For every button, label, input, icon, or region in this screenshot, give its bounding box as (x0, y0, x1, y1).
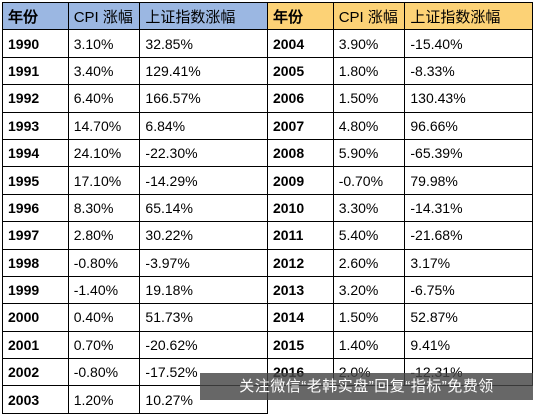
left-cpi-cell: 8.30% (67, 193, 141, 223)
right-year-cell: 2007 (266, 111, 334, 140)
left-cpi-cell: 17.10% (67, 166, 141, 195)
left-cpi-cell: 0.70% (67, 330, 141, 360)
table-row: 1993 14.70% 6.84% 2007 4.80% 96.66% (2, 111, 533, 140)
right-cpi-cell: 1.80% (332, 56, 406, 86)
right-index-cell: -21.68% (404, 221, 533, 250)
right-index-cell: -65.39% (404, 138, 533, 168)
left-year-cell: 1991 (2, 56, 69, 86)
header-year-left: 年份 (2, 1, 69, 31)
right-cpi-cell: 3.90% (332, 29, 406, 58)
header-row: 年份 CPI 涨幅 上证指数涨幅 年份 CPI 涨幅 上证指数涨幅 (2, 1, 533, 31)
left-cpi-cell: 3.10% (67, 29, 141, 58)
left-cpi-cell: 14.70% (67, 111, 141, 140)
right-year-cell: 2011 (266, 221, 334, 250)
table-row: 2002-0.80%-17.52%20162.0%-12.31% (2, 358, 533, 387)
table-row: 1997 2.80% 30.22% 2011 5.40% -21.68% (2, 221, 533, 250)
table-row: 1994 24.10% -22.30% 2008 5.90% -65.39% (2, 138, 533, 168)
table-row: 2000 0.40% 51.73% 2014 1.50% 52.87% (2, 303, 533, 332)
left-index-cell: -22.30% (139, 138, 268, 168)
right-cpi-cell: 1.50% (332, 84, 406, 113)
left-index-cell: 6.84% (139, 111, 268, 140)
left-year-cell: 1996 (2, 193, 69, 223)
left-year-cell: 1999 (2, 275, 69, 305)
left-cpi-cell: 2.80% (67, 221, 141, 250)
left-cpi-cell: 24.10% (67, 138, 141, 168)
header-cpi-left: CPI 涨幅 (67, 1, 141, 31)
left-year-cell: 1990 (2, 29, 69, 58)
left-index-cell: -3.97% (139, 248, 268, 277)
right-year-cell: 2005 (266, 56, 334, 86)
left-index-cell: 129.41% (139, 56, 268, 86)
left-index-cell: 51.73% (139, 303, 268, 332)
right-year-cell: 2012 (266, 248, 334, 277)
left-year-cell: 1993 (2, 111, 69, 140)
right-cpi-cell: 1.50% (332, 303, 406, 332)
right-index-cell: -6.75% (404, 275, 533, 305)
left-cpi-cell: -1.40% (67, 275, 141, 305)
right-index-cell: 52.87% (404, 303, 533, 332)
left-cpi-cell: 6.40% (67, 84, 141, 113)
right-index-cell: -8.33% (404, 56, 533, 86)
right-index-cell: 130.43% (404, 84, 533, 113)
right-year-cell: 2004 (266, 29, 334, 58)
right-year-cell: 2015 (266, 330, 334, 360)
right-cpi-cell: 5.40% (332, 221, 406, 250)
left-index-cell: 19.18% (139, 275, 268, 305)
right-cpi-cell: 1.40% (332, 330, 406, 360)
right-year-cell: 2006 (266, 84, 334, 113)
right-cpi-cell: 4.80% (332, 111, 406, 140)
left-year-cell: 2001 (2, 330, 69, 360)
left-index-cell: -14.29% (139, 166, 268, 195)
left-year-cell: 1998 (2, 248, 69, 277)
right-cpi-cell: 2.60% (332, 248, 406, 277)
right-index-cell: 79.98% (404, 166, 533, 195)
header-cpi-right: CPI 涨幅 (332, 1, 406, 31)
right-cpi-cell: 5.90% (332, 138, 406, 168)
right-cpi-cell: 3.20% (332, 275, 406, 305)
left-cpi-cell: -0.80% (67, 358, 141, 387)
table-row: 1995 17.10% -14.29% 2009 -0.70% 79.98% (2, 166, 533, 195)
header-index-left: 上证指数涨幅 (139, 1, 268, 31)
right-index-cell: 9.41% (404, 330, 533, 360)
left-year-cell: 2000 (2, 303, 69, 332)
left-cpi-cell: 3.40% (67, 56, 141, 86)
left-index-cell: 65.14% (139, 193, 268, 223)
right-year-cell: 2010 (266, 193, 334, 223)
left-index-cell: 30.22% (139, 221, 268, 250)
table-row: 1990 3.10% 32.85% 2004 3.90% -15.40% (2, 29, 533, 58)
right-year-cell: 2014 (266, 303, 334, 332)
header-index-right: 上证指数涨幅 (404, 1, 533, 31)
table-row: 2001 0.70% -20.62% 2015 1.40% 9.41% (2, 330, 533, 360)
table-row: 1996 8.30% 65.14% 2010 3.30% -14.31% (2, 193, 533, 223)
left-index-cell: -20.62% (139, 330, 268, 360)
header-year-right: 年份 (266, 1, 334, 31)
left-year-cell: 2002 (2, 358, 69, 387)
left-year-cell: 1994 (2, 138, 69, 168)
left-index-cell: 32.85% (139, 29, 268, 58)
right-year-cell: 2008 (266, 138, 334, 168)
table-row: 1992 6.40% 166.57% 2006 1.50% 130.43% (2, 84, 533, 113)
left-cpi-cell: -0.80% (67, 248, 141, 277)
right-year-cell: 2013 (266, 275, 334, 305)
table-row: 1998 -0.80% -3.97% 2012 2.60% 3.17% (2, 248, 533, 277)
right-index-cell: -15.40% (404, 29, 533, 58)
left-index-cell: 166.57% (139, 84, 268, 113)
left-year-cell: 1997 (2, 221, 69, 250)
left-year-cell: 1992 (2, 84, 69, 113)
right-index-cell: 96.66% (404, 111, 533, 140)
right-index-cell: 3.17% (404, 248, 533, 277)
table-row: 1991 3.40% 129.41% 2005 1.80% -8.33% (2, 56, 533, 86)
right-cpi-cell: -0.70% (332, 166, 406, 195)
table-row: 1999 -1.40% 19.18% 2013 3.20% -6.75% (2, 275, 533, 305)
right-year-cell: 2009 (266, 166, 334, 195)
left-year-cell: 1995 (2, 166, 69, 195)
right-index-cell: -14.31% (404, 193, 533, 223)
wechat-watermark: 关注微信“老韩实盘”回复“指标”免费领 (200, 373, 533, 400)
left-cpi-cell: 0.40% (67, 303, 141, 332)
right-cpi-cell: 3.30% (332, 193, 406, 223)
